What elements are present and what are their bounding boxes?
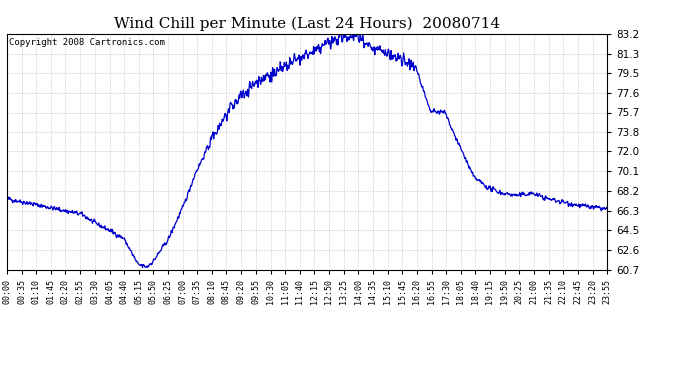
Title: Wind Chill per Minute (Last 24 Hours)  20080714: Wind Chill per Minute (Last 24 Hours) 20…	[114, 17, 500, 31]
Text: Copyright 2008 Cartronics.com: Copyright 2008 Cartronics.com	[9, 39, 165, 48]
